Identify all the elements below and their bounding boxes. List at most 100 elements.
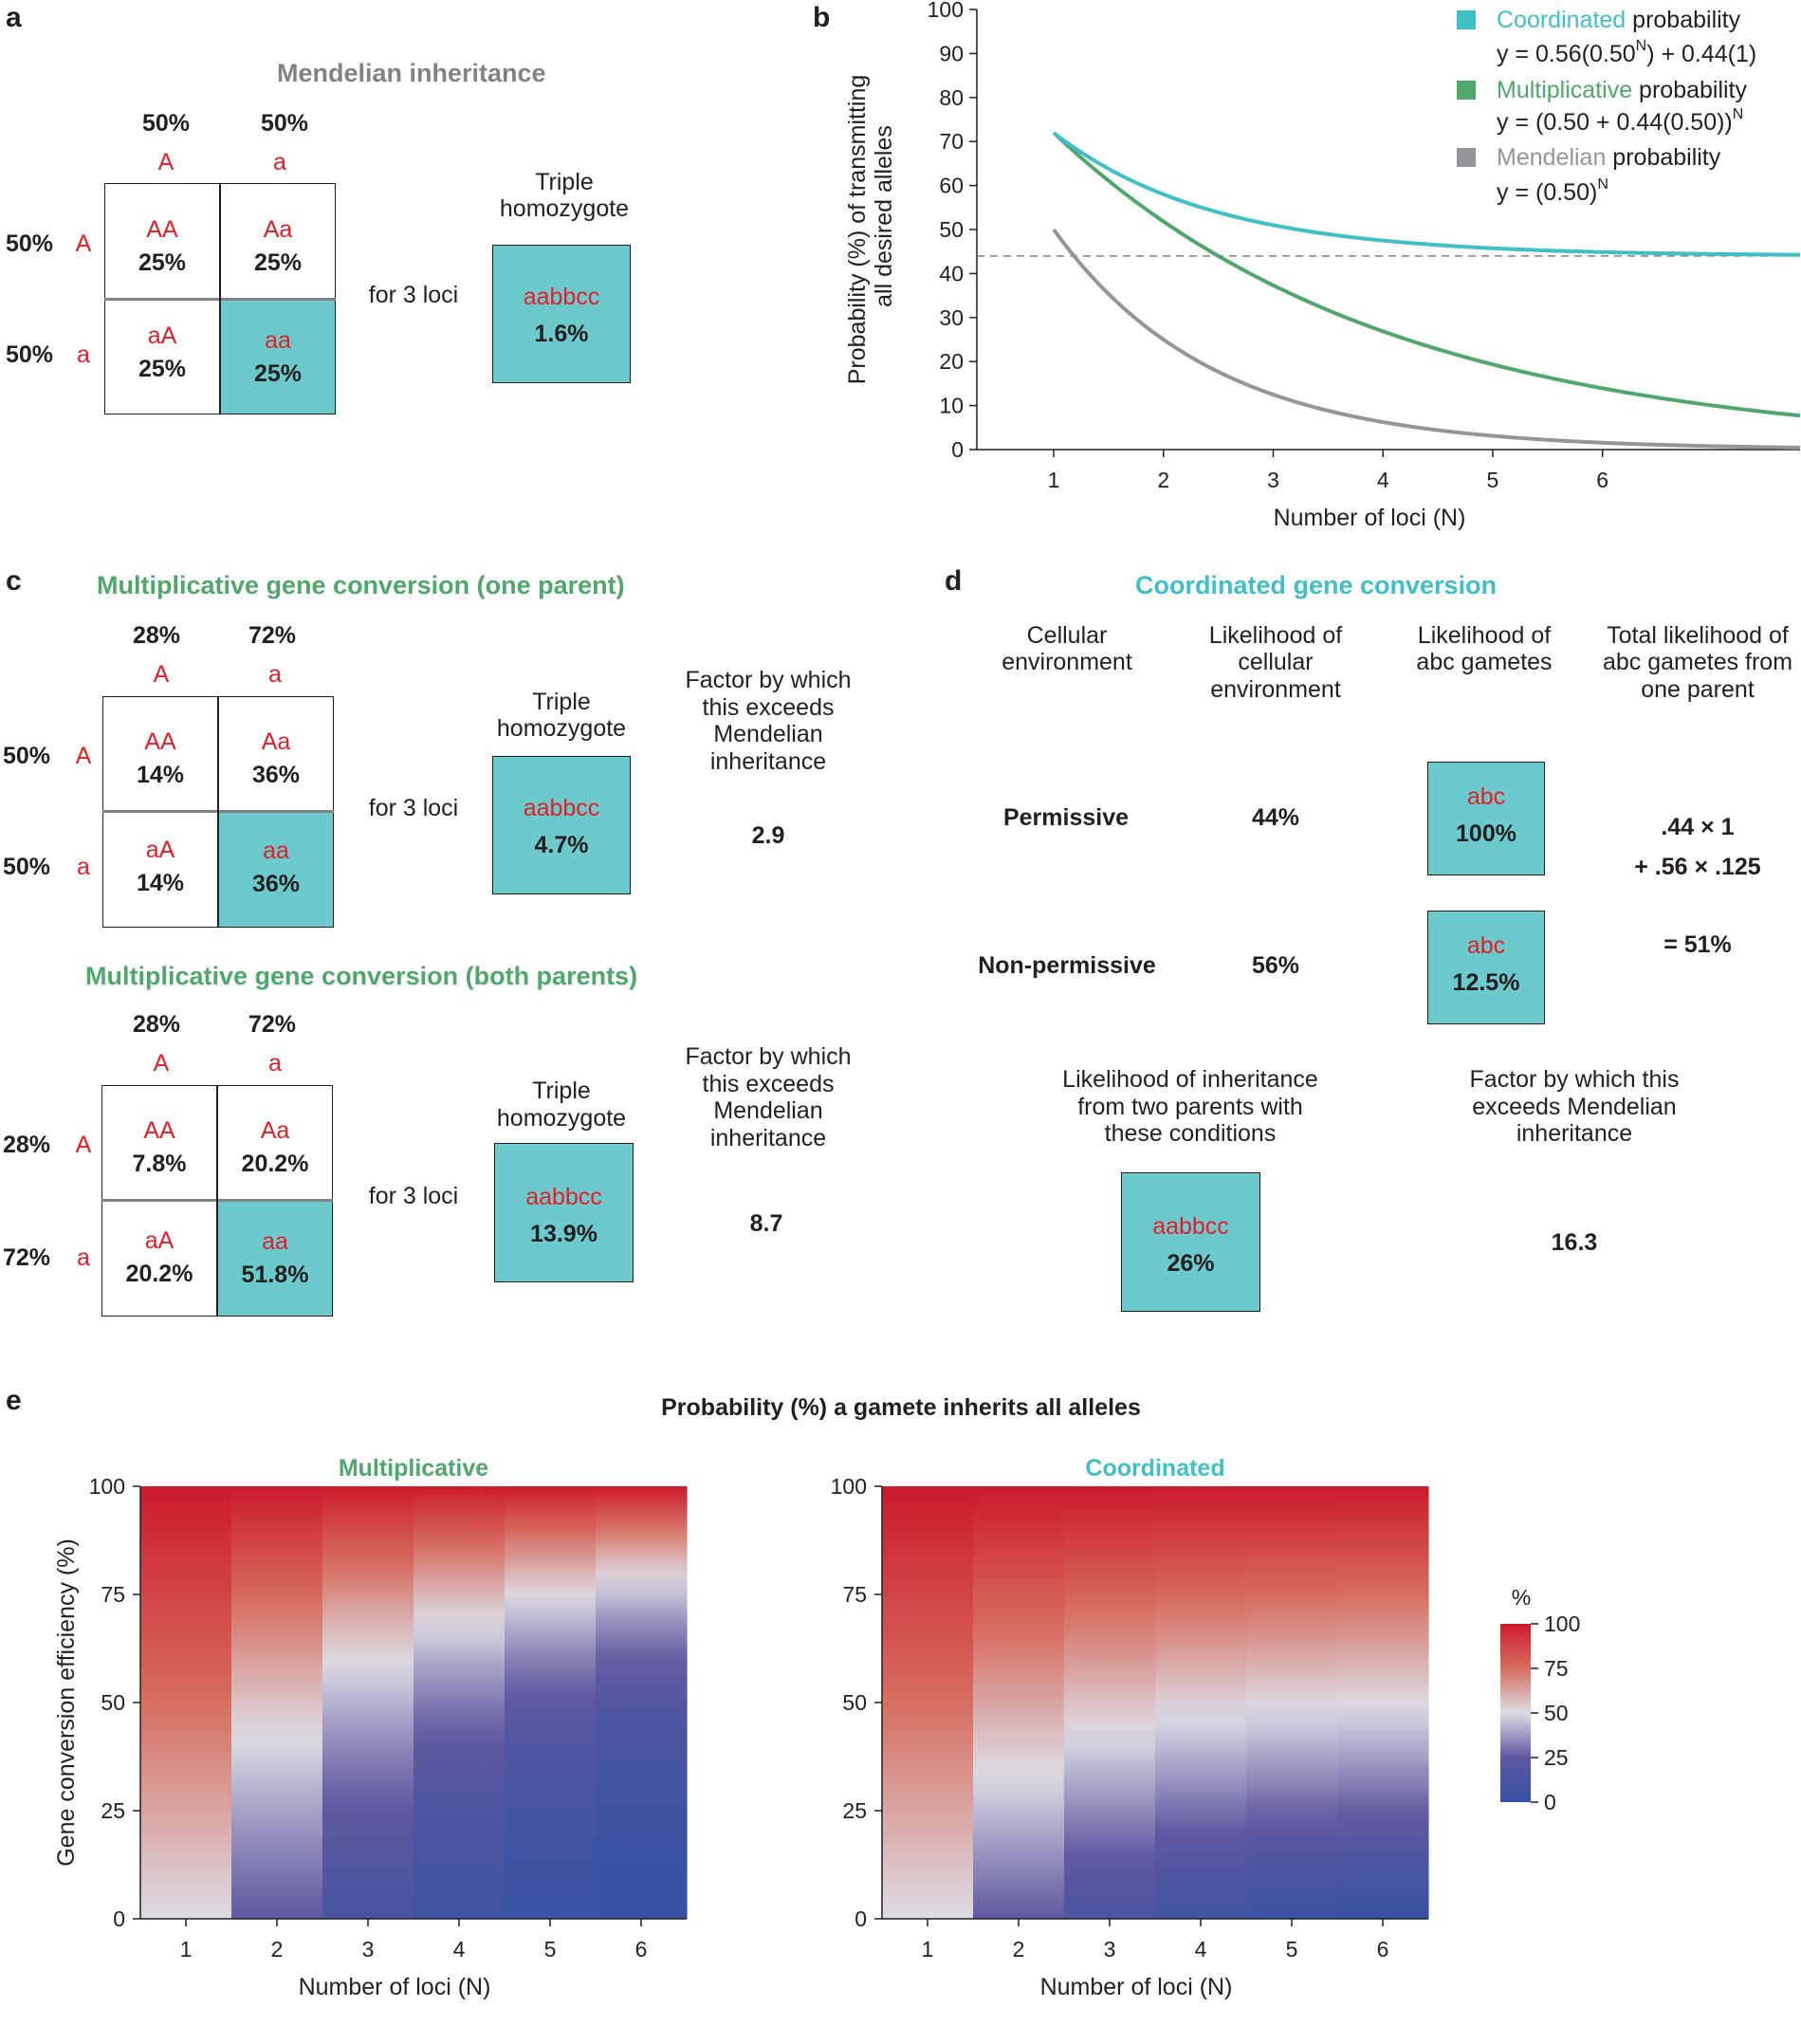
punnett-cell-aa-het: Aa 25% <box>253 216 303 276</box>
c2-factor-4: inheritance <box>709 1125 827 1151</box>
d-header-total-3: one parent <box>1641 676 1755 703</box>
y-tick-label-70: 70 <box>939 129 964 154</box>
heatmap-x-tick-label-5: 5 <box>544 1937 557 1961</box>
panel-c1-title: Multiplicative gene conversion (one pare… <box>97 571 625 599</box>
d-header-total-2: abc gametes from <box>1602 649 1793 675</box>
legend-label-multiplicative: Multiplicative probability <box>1497 77 1748 103</box>
heatmap-x-tick-label-1: 1 <box>922 1937 934 1961</box>
c2-factor-1: Factor by which <box>685 1043 852 1070</box>
c2-cell-aA: aA 20.2% <box>125 1227 193 1287</box>
colorbar-tick-label-0: 0 <box>1544 1790 1556 1814</box>
row-allele-2: a <box>77 341 90 368</box>
y-tick-label-80: 80 <box>939 85 964 110</box>
series-line-mendelian <box>1052 228 1801 450</box>
d-inheritance-3: these conditions <box>1104 1120 1277 1147</box>
series-line-multiplicative <box>1052 131 1801 418</box>
heatmap-x-label-coordinated: Number of loci (N) <box>1040 1974 1233 2000</box>
x-tick-label-2: 2 <box>1157 468 1169 492</box>
d-result-box: aabbcc 26% <box>1121 1172 1260 1312</box>
colorbar-tick-label-25: 25 <box>1544 1745 1569 1770</box>
d-header-like-2: cellular <box>1238 649 1314 675</box>
colorbar-label: % <box>1512 1585 1531 1610</box>
heatmap-x-label-multiplicative: Number of loci (N) <box>299 1974 491 2000</box>
c2-col-pct-1: 28% <box>132 1011 181 1038</box>
heatmap-column-coordinated-3 <box>1064 1486 1156 1919</box>
d-inheritance-1: Likelihood of inheritance <box>1062 1066 1318 1093</box>
legend-swatch-coordinated <box>1457 10 1476 29</box>
c2-row-pct-2: 72% <box>2 1244 51 1271</box>
heatmap-column-coordinated-2 <box>973 1486 1065 1919</box>
col-pct-2: 50% <box>260 110 309 137</box>
heatmap-y-label: Gene conversion efficiency (%) <box>53 1538 80 1867</box>
c1-cell-AA: AA 14% <box>136 728 185 788</box>
y-tick-label-60: 60 <box>939 174 964 198</box>
legend-swatch-multiplicative <box>1457 81 1476 100</box>
panel-a-title: Mendelian inheritance <box>277 59 546 87</box>
c2-grid-divider-v <box>216 1085 218 1317</box>
for-3-loci: for 3 loci <box>368 282 459 308</box>
series-line-coordinated <box>1052 131 1801 257</box>
c2-col-allele-1: A <box>153 1050 170 1077</box>
c1-factor-value: 2.9 <box>751 822 785 849</box>
line-chart: 0 10 20 30 40 50 60 70 80 90 100 1 2 3 4 5 6 Number of lo… <box>844 0 1801 531</box>
heatmap-y-tick-label-25: 25 <box>842 1798 867 1823</box>
c2-row-pct-1: 28% <box>2 1132 51 1158</box>
d-row-permissive: Permissive <box>1002 804 1130 831</box>
d-inheritance-2: from two parents with <box>1077 1094 1303 1120</box>
d-row-permissive-likelihood: 44% <box>1251 804 1300 831</box>
c1-factor-1: Factor by which <box>685 667 852 693</box>
c1-triple-2: homozygote <box>496 715 627 742</box>
heatmap-chart: Probability (%) a gamete inherits all al… <box>53 1394 1580 2000</box>
heatmap-x-tick-label-6: 6 <box>1377 1937 1389 1961</box>
col-allele-1: A <box>157 149 175 175</box>
heatmap-y-tick-label-75: 75 <box>101 1582 125 1607</box>
heatmap-x-tick-label-4: 4 <box>453 1937 466 1961</box>
c2-for-3-loci: for 3 loci <box>368 1183 459 1209</box>
d-factor-3: inheritance <box>1516 1120 1633 1147</box>
c1-cell-aA: aA 14% <box>136 837 185 896</box>
d-header-abc-1: Likelihood of <box>1417 622 1552 649</box>
d-nonpermissive-box: abc 12.5% <box>1427 911 1545 1024</box>
y-tick-label-30: 30 <box>939 305 964 330</box>
c1-row-allele-1: A <box>75 743 92 769</box>
heatmap-x-tick-label-4: 4 <box>1195 1937 1207 1961</box>
d-calc-2: + .56 × .125 <box>1634 854 1761 880</box>
heatmap-y-tick-label-50: 50 <box>842 1690 867 1715</box>
y-tick-label-90: 90 <box>939 41 964 65</box>
triple-label-2: homozygote <box>499 195 630 222</box>
panel-label-a: a <box>6 2 22 33</box>
d-row-nonpermissive: Non-permissive <box>978 952 1156 979</box>
heatmap-x-tick-label-6: 6 <box>635 1937 648 1961</box>
c2-factor-2: this exceeds <box>702 1071 835 1097</box>
heatmap-column-coordinated-5 <box>1246 1486 1338 1919</box>
legend-formula-multiplicative: y = (0.50 + 0.44(0.50))N <box>1497 106 1743 136</box>
legend-swatch-mendelian <box>1457 148 1476 167</box>
row-pct-2: 50% <box>5 341 54 368</box>
y-tick-label-50: 50 <box>939 217 964 242</box>
d-calc-1: .44 × 1 <box>1661 814 1735 840</box>
row-pct-1: 50% <box>5 230 54 257</box>
heatmap-y-tick-label-0: 0 <box>855 1906 867 1931</box>
d-permissive-box: abc 100% <box>1427 762 1545 875</box>
c2-col-allele-2: a <box>268 1050 282 1077</box>
heatmap-x-tick-label-3: 3 <box>1104 1937 1116 1961</box>
c1-triple-box: aabbcc 4.7% <box>492 756 631 894</box>
legend-label-mendelian: Mendelian probability <box>1497 144 1721 171</box>
grid-divider-v <box>219 183 221 414</box>
heatmap-y-tick-label-75: 75 <box>842 1582 867 1607</box>
c1-col-pct-1: 28% <box>132 622 181 649</box>
heatmap-y-tick-label-0: 0 <box>113 1906 125 1931</box>
heatmap-x-tick-label-3: 3 <box>362 1937 375 1961</box>
c1-for-3-loci: for 3 loci <box>368 795 459 821</box>
x-axis-label: Number of loci (N) <box>1274 505 1466 531</box>
heatmap-x-tick-label-5: 5 <box>1286 1937 1298 1961</box>
heatmap-subtitle-coordinated: Coordinated <box>1085 1455 1224 1482</box>
heatmap-column-coordinated-4 <box>1155 1486 1247 1919</box>
legend-formula-coordinated: y = 0.56(0.50N) + 0.44(1) <box>1497 38 1756 67</box>
heatmap-y-tick-label-50: 50 <box>101 1690 125 1715</box>
heatmap-column-multiplicative-5 <box>505 1486 597 1919</box>
punnett-cell-aA: aA 25% <box>138 322 187 382</box>
col-allele-2: a <box>273 149 286 175</box>
panel-c2-title: Multiplicative gene conversion (both par… <box>85 962 638 990</box>
d-factor-value: 16.3 <box>1551 1229 1598 1256</box>
